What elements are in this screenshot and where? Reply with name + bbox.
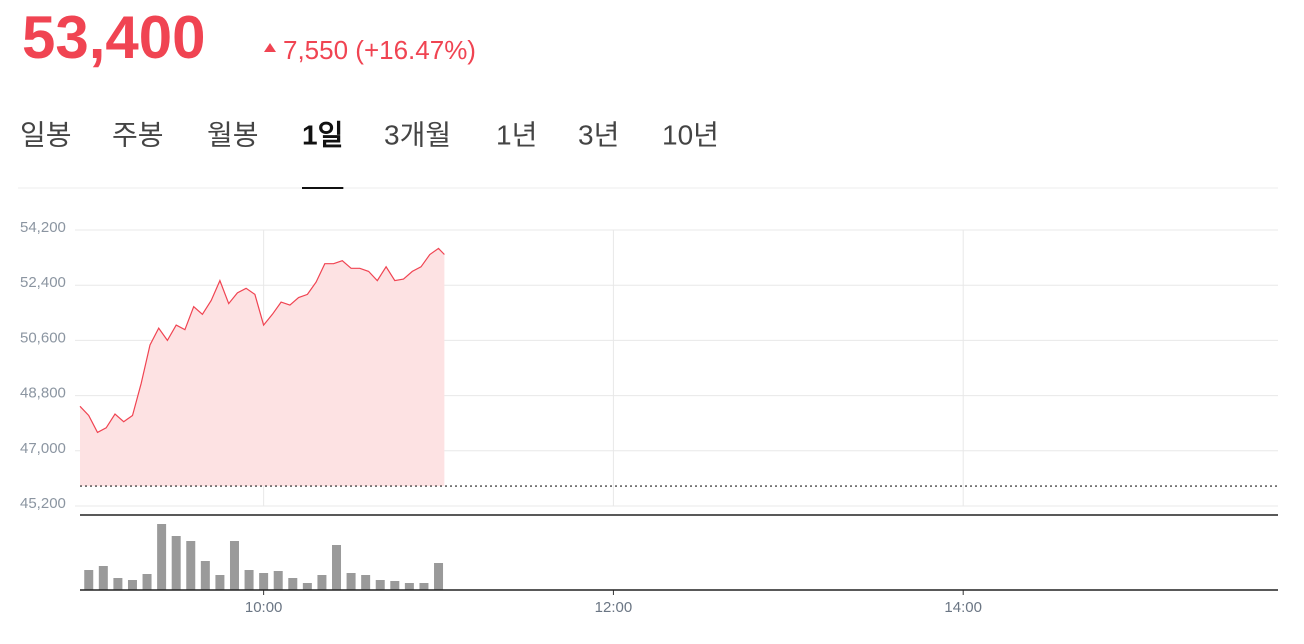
volume-bar: [200, 561, 210, 590]
y-tick-label: 47,000: [20, 440, 66, 457]
volume-bar: [244, 570, 254, 590]
volume-bar: [98, 566, 108, 590]
volume-bar: [273, 571, 283, 590]
volume-bar: [171, 536, 181, 590]
y-tick-label: 52,400: [20, 274, 66, 291]
volume-bar: [332, 545, 342, 590]
tab[interactable]: 월봉: [207, 119, 259, 150]
y-tick-label: 45,200: [20, 495, 66, 512]
volume-bar: [361, 575, 371, 590]
x-tick-label: 10:00: [245, 599, 283, 616]
plot: 54,200 52,400 50,600 48,800 47,000 45,200 10:0…: [20, 219, 1278, 616]
tab[interactable]: 10년: [662, 119, 719, 150]
y-tick-label: 48,800: [20, 385, 66, 402]
price-area: [80, 248, 445, 487]
volume-bar: [390, 581, 400, 590]
tab[interactable]: 일봉: [20, 119, 72, 150]
tab[interactable]: 1일: [302, 119, 343, 150]
volume-bar: [434, 563, 444, 590]
price-line: [79, 247, 445, 434]
volume-bar: [419, 583, 429, 590]
volume-bar: [346, 573, 356, 590]
volume-bar: [127, 580, 137, 590]
volume-bar: [375, 580, 385, 590]
volume-bar: [84, 570, 94, 590]
tab[interactable]: 1년: [496, 119, 537, 150]
volume-bar: [259, 573, 269, 590]
volume-bar: [157, 524, 167, 590]
tab-bar: 일봉 주봉 월봉 1일 3개월 1년 3년 10년: [20, 119, 719, 189]
volume-bar: [404, 583, 414, 590]
volume-bar: [142, 574, 152, 590]
volume-bar: [215, 575, 225, 590]
up-arrow: [264, 43, 276, 52]
volume-bar: [288, 578, 298, 590]
tab[interactable]: 3개월: [384, 119, 451, 150]
y-tick-label: 50,600: [20, 329, 66, 346]
price: 53,400: [22, 4, 206, 71]
volume-bar: [186, 541, 196, 590]
volume-bar: [229, 541, 239, 590]
volume-bar: [302, 583, 312, 590]
volume-bar: [317, 575, 327, 590]
tab[interactable]: 3년: [578, 119, 619, 150]
y-tick-label: 54,200: [20, 219, 66, 236]
volume-bar: [113, 578, 123, 590]
price-change: 7,550 (+16.47%): [283, 35, 476, 65]
x-tick-label: 12:00: [595, 599, 633, 616]
tab[interactable]: 주봉: [112, 119, 164, 150]
x-tick-label: 14:00: [944, 599, 982, 616]
